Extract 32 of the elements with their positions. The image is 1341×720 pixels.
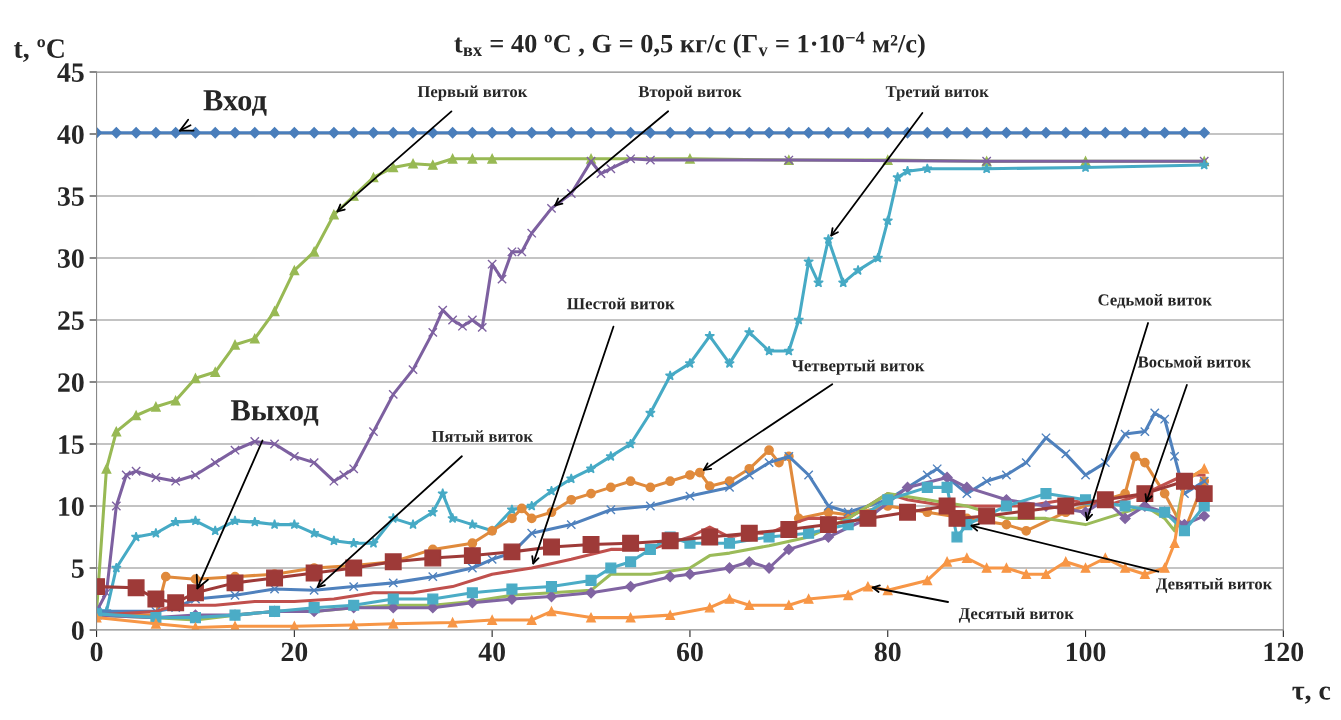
y-tick-label: 10 <box>59 497 84 516</box>
y-tick-label: 25 <box>58 311 84 330</box>
y-tick-label: 35 <box>58 187 84 206</box>
y-tick-label: 0 <box>71 621 84 640</box>
text: Пятый виток <box>431 430 533 442</box>
chart-title: t$_{вх}$ = 40 ºC , G = 0,5 кг/с (Г$_{v}$ = 1·10$^{−4}$ м²/с) <box>454 31 925 58</box>
text: Шестой виток <box>567 297 675 310</box>
text: Второй виток <box>638 85 742 101</box>
y-tick-label: 45 <box>57 63 84 82</box>
x-tick-label: 120 <box>1264 642 1304 662</box>
x-axis-title: τ, с <box>1292 686 1331 704</box>
y-tick-label: 15 <box>59 435 84 454</box>
text: Восьмой виток <box>1137 355 1251 368</box>
x-tick-label: 20 <box>281 642 308 662</box>
text: Десятый виток <box>958 607 1074 623</box>
text: Четвертый виток <box>791 359 925 375</box>
text: Девятый виток <box>1156 577 1273 593</box>
x-tick-label: 40 <box>478 642 505 662</box>
x-tick-label: 100 <box>1066 642 1106 662</box>
x-tick-label: 80 <box>874 642 901 662</box>
y-tick-label: 40 <box>57 125 84 144</box>
text: Выход <box>230 400 319 426</box>
text: Третий виток <box>885 85 989 101</box>
y-tick-label: 20 <box>58 373 84 392</box>
text: Седьмой виток <box>1098 293 1212 309</box>
text: Первый виток <box>417 85 528 101</box>
series-label: Вход <box>203 90 267 116</box>
y-tick-label: 30 <box>58 249 84 268</box>
x-tick-label: 60 <box>677 642 703 662</box>
y-tick-label: 5 <box>71 559 84 578</box>
y-axis-title: t, ºC <box>13 39 64 63</box>
x-tick-label: 0 <box>90 642 103 662</box>
